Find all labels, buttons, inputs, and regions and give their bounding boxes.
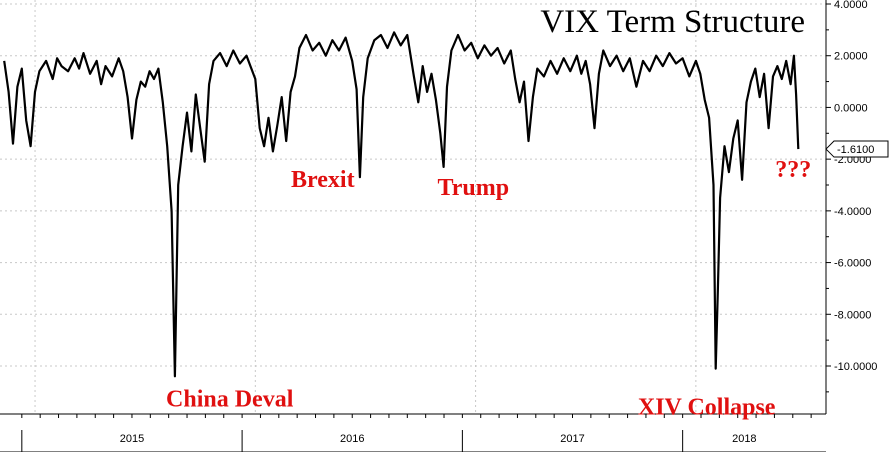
annotation-label: China Deval [166,386,294,412]
y-axis: 4.00002.00000.0000-2.0000-4.0000-6.0000-… [825,0,877,414]
x-tick-label: 2018 [732,433,756,445]
last-value-label: -1.6100 [837,144,874,156]
x-axis: 2015 2016 2017 2018 [0,413,826,452]
last-value-marker: -1.6100 [825,140,889,158]
last-value-box [825,140,889,158]
chart-title: VIX Term Structure [540,4,805,40]
grid [0,0,826,414]
annotation-label: ??? [775,157,811,183]
annotations: China Deval Brexit Trump XIV Collapse??? [166,157,811,421]
annotation-label: Trump [438,175,510,201]
series-line [3,31,800,378]
y-tick-label: -8.0000 [834,309,871,321]
x-tick-label: 2016 [340,433,364,445]
y-tick-label: 0.0000 [834,102,868,114]
annotation-label: XIV Collapse [638,395,776,421]
x-tick-label: 2017 [560,433,584,445]
y-tick-label: -6.0000 [834,258,871,270]
annotation-label: Brexit [291,167,355,193]
y-tick-label: 4.0000 [834,0,868,11]
y-tick-label: 2.0000 [834,51,868,63]
y-tick-label: -4.0000 [834,206,871,218]
x-tick-label: 2015 [120,433,144,445]
y-tick-label: -10.0000 [834,361,877,373]
